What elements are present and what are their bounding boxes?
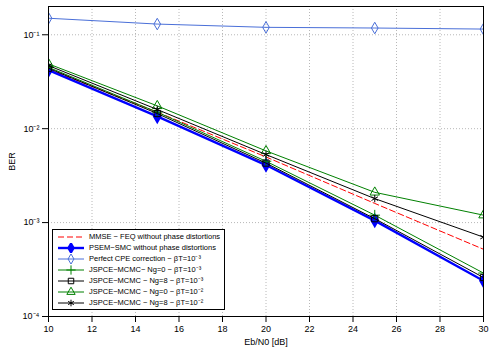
html-text:JSPCE−MCMC − Ng=8 − βT=10⁻²: JSPCE−MCMC − Ng=8 − βT=10⁻² bbox=[89, 298, 204, 307]
svg-text:24: 24 bbox=[348, 324, 358, 334]
svg-text:12: 12 bbox=[87, 324, 97, 334]
svg-text:30: 30 bbox=[478, 324, 488, 334]
svg-text:10⁻²: 10⁻² bbox=[23, 124, 39, 134]
svg-text:22: 22 bbox=[304, 324, 314, 334]
html-text:Perfect CPE correction − βT=10: Perfect CPE correction − βT=10⁻³ bbox=[89, 254, 201, 263]
svg-text:18: 18 bbox=[217, 324, 227, 334]
html-text:JSPCE−MCMC− Ng=0 − βT=10⁻³: JSPCE−MCMC− Ng=0 − βT=10⁻³ bbox=[89, 265, 202, 274]
svg-text:10⁻⁴: 10⁻⁴ bbox=[23, 311, 40, 321]
svg-text:16: 16 bbox=[174, 324, 184, 334]
html-text:MMSE − FEQ without phase disto: MMSE − FEQ without phase distortions bbox=[89, 232, 221, 241]
svg-text:20: 20 bbox=[261, 324, 271, 334]
html-text:JSPCE−MCMC − Ng=8 − βT=10⁻³: JSPCE−MCMC − Ng=8 − βT=10⁻³ bbox=[89, 276, 204, 285]
svg-text:10⁻¹: 10⁻¹ bbox=[23, 30, 39, 40]
svg-text:10⁻³: 10⁻³ bbox=[23, 217, 39, 227]
svg-text:28: 28 bbox=[435, 324, 445, 334]
svg-text:26: 26 bbox=[391, 324, 401, 334]
svg-text:Eb/N0 [dB]: Eb/N0 [dB] bbox=[244, 337, 288, 347]
svg-text:BER: BER bbox=[7, 152, 17, 171]
svg-text:10: 10 bbox=[43, 324, 53, 334]
html-text:JSPCE−MCMC − Ng=0 − βT=10⁻²: JSPCE−MCMC − Ng=0 − βT=10⁻² bbox=[89, 287, 204, 296]
html-text:PSEM−SMC without phase distort: PSEM−SMC without phase distortions bbox=[89, 243, 216, 252]
svg-text:14: 14 bbox=[130, 324, 140, 334]
